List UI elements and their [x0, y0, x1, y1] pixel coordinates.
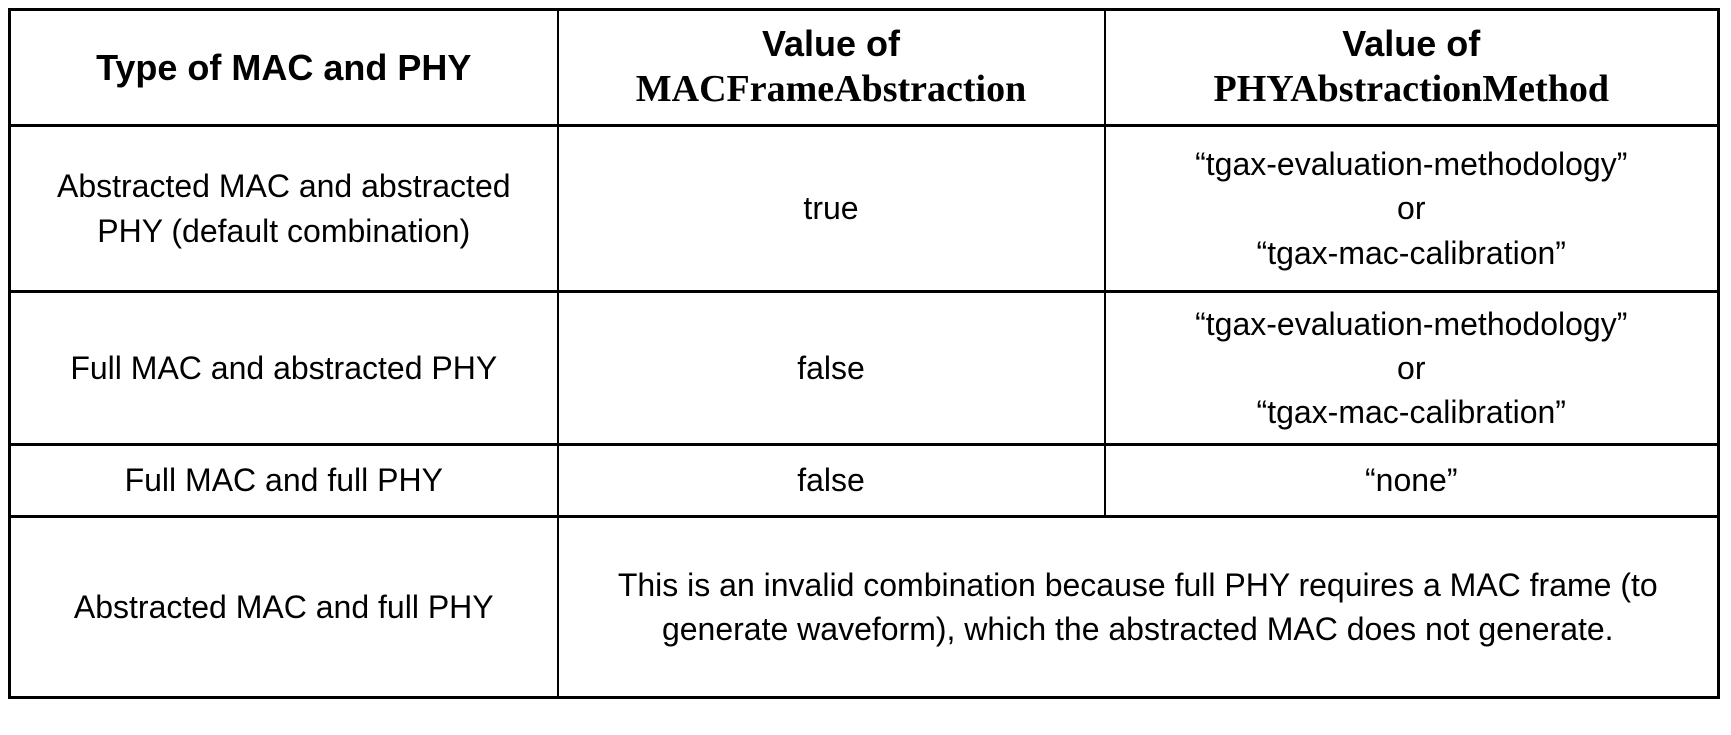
header-macframeabstraction-label: MACFrameAbstraction: [635, 68, 1027, 111]
cell-type: Abstracted MAC and full PHY: [8, 515, 559, 699]
table-row-abstracted-mac-full-phy: Abstracted MAC and full PHY This is an i…: [8, 515, 1720, 699]
cell-value-text: false: [797, 349, 865, 386]
cell-mac-frame-abstraction-value: false: [556, 290, 1106, 446]
header-type-label: Type of MAC and PHY: [96, 47, 472, 88]
cell-mac-frame-abstraction-value: true: [556, 124, 1106, 293]
header-type-of-mac-and-phy: Type of MAC and PHY: [8, 8, 559, 127]
phy-method-option: “none”: [1365, 462, 1458, 499]
cell-mac-frame-abstraction-value: false: [556, 443, 1106, 518]
header-mac-frame-abstraction: Value of MACFrameAbstraction: [556, 8, 1106, 127]
cell-type: Abstracted MAC and abstracted PHY (defau…: [8, 124, 559, 293]
cell-type: Full MAC and full PHY: [8, 443, 559, 518]
header-phyabstractionmethod-label: PHYAbstractionMethod: [1213, 68, 1609, 111]
phy-method-option: “tgax-mac-calibration”: [1256, 234, 1566, 271]
header-phy-abstraction-method: Value of PHYAbstractionMethod: [1103, 8, 1720, 127]
cell-type-text: Abstracted MAC and abstracted PHY (defau…: [56, 168, 511, 249]
cell-invalid-combination-note: This is an invalid combination because f…: [556, 515, 1720, 699]
cell-phy-abstraction-method-value: “tgax-evaluation-methodology” or “tgax-m…: [1103, 124, 1720, 293]
mac-phy-abstraction-table: Type of MAC and PHY Value of MACFrameAbs…: [8, 8, 1720, 699]
phy-method-option: “tgax-evaluation-methodology”: [1195, 146, 1628, 183]
cell-phy-abstraction-method-value: “tgax-evaluation-methodology” or “tgax-m…: [1103, 290, 1720, 446]
table-row-full-mac-abstracted-phy: Full MAC and abstracted PHY false “tgax-…: [8, 290, 1720, 446]
cell-type-text: Full MAC and full PHY: [124, 462, 443, 499]
phy-method-or: or: [1397, 190, 1426, 227]
phy-method-option: “tgax-evaluation-methodology”: [1195, 305, 1628, 342]
invalid-combination-note-text: This is an invalid combination because f…: [617, 566, 1658, 647]
table-row-full-mac-full-phy: Full MAC and full PHY false “none”: [8, 443, 1720, 518]
cell-value-text: true: [803, 190, 859, 227]
table-row-abstracted-mac-abstracted-phy: Abstracted MAC and abstracted PHY (defau…: [8, 124, 1720, 293]
cell-phy-abstraction-method-value: “none”: [1103, 443, 1720, 518]
phy-method-option: “tgax-mac-calibration”: [1256, 394, 1566, 431]
header-value-of-label: Value of: [761, 23, 901, 65]
cell-type-text: Abstracted MAC and full PHY: [73, 588, 494, 625]
phy-method-or: or: [1397, 349, 1426, 386]
cell-type-text: Full MAC and abstracted PHY: [70, 349, 498, 386]
cell-type: Full MAC and abstracted PHY: [8, 290, 559, 446]
header-row: Type of MAC and PHY Value of MACFrameAbs…: [8, 8, 1720, 127]
header-value-of-label: Value of: [1342, 23, 1481, 65]
cell-value-text: false: [797, 462, 865, 499]
